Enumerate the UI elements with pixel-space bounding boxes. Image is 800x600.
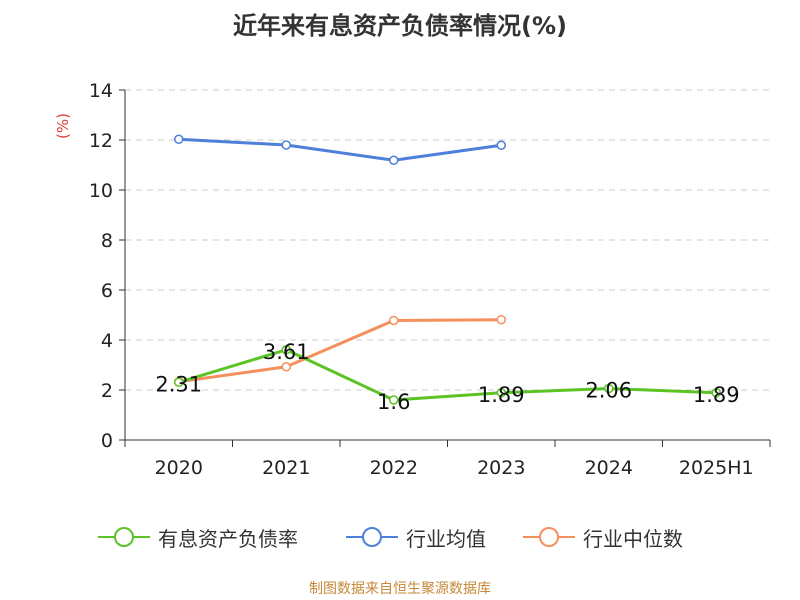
x-tick-label: 2023 [477, 457, 525, 479]
y-axis-label: (%) [54, 113, 72, 139]
y-tick-label: 14 [89, 80, 113, 102]
series-line-0 [178, 348, 717, 402]
y-tick-label: 4 [101, 330, 113, 352]
data-point [389, 315, 399, 326]
x-tick-label: 2020 [155, 457, 203, 479]
data-point [174, 134, 184, 144]
legend-marker-industry-mean [346, 527, 398, 547]
data-point [496, 388, 506, 398]
y-tick-label: 6 [101, 280, 113, 302]
y-tick-label: 10 [89, 180, 113, 202]
x-tick-label: 2022 [370, 457, 418, 479]
data-label: 2.31 [155, 372, 202, 396]
grid-lines [125, 89, 770, 391]
legend-item-industry-median[interactable]: 行业中位数 [523, 521, 683, 553]
data-point [281, 345, 291, 355]
data-point [496, 315, 506, 325]
series-line-2 [178, 318, 502, 384]
legend-item-interest-debt-ratio[interactable]: 有息资产负债率 [98, 521, 298, 553]
axes: 0 2 4 6 8 10 12 14 2020 2021 2022 2023 2024 2025H1 [89, 80, 771, 479]
chart-title: 近年来有息资产负债率情况(%) [233, 12, 567, 40]
data-point [389, 155, 399, 165]
series [174, 134, 721, 405]
data-labels: 2.31 3.61 1.6 1.89 2.06 1.89 [155, 340, 739, 414]
data-label: 1.89 [693, 383, 740, 407]
data-label: 2.06 [585, 379, 632, 403]
x-tick-label: 2021 [262, 457, 310, 479]
y-tick-label: 2 [101, 380, 113, 402]
y-tick-label: 8 [101, 230, 113, 252]
series-line-1 [178, 137, 502, 162]
x-tick-label: 2024 [585, 457, 633, 479]
data-label: 1.89 [478, 383, 525, 407]
data-point [389, 395, 399, 405]
legend-label-industry-median: 行业中位数 [583, 526, 683, 551]
legend-item-industry-mean[interactable]: 行业均值 [346, 521, 486, 553]
data-label: 1.6 [377, 390, 410, 414]
data-point [711, 388, 721, 398]
data-point [281, 362, 291, 372]
x-tick-label: 2025H1 [679, 457, 754, 479]
data-point [604, 383, 614, 394]
y-tick-label: 0 [101, 430, 113, 452]
data-label: 3.61 [263, 340, 310, 364]
legend-label-industry-mean: 行业均值 [406, 526, 486, 551]
legend-label-interest-debt-ratio: 有息资产负债率 [158, 526, 298, 551]
legend-marker-industry-median [523, 527, 575, 547]
y-tick-label: 12 [89, 130, 113, 152]
data-point [496, 140, 506, 150]
data-point [174, 377, 184, 387]
legend-marker-interest-debt-ratio [98, 527, 150, 547]
data-point [281, 140, 291, 150]
source-note: 制图数据来自恒生聚源数据库 [309, 581, 491, 597]
